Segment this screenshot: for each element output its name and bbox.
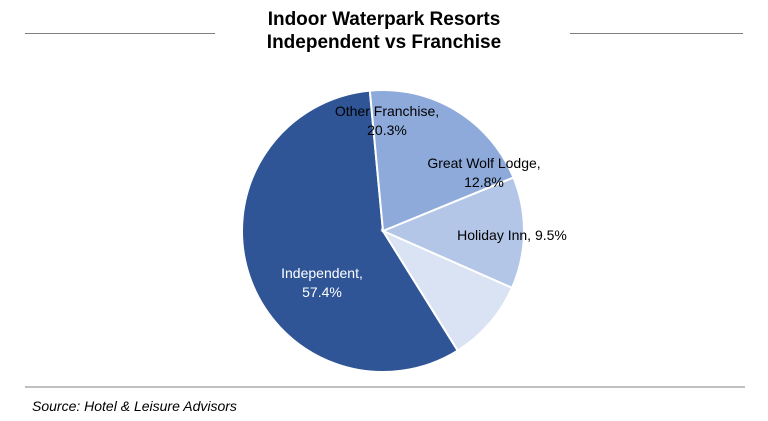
- source-divider: [25, 386, 745, 388]
- chart-title: Indoor Waterpark Resorts Independent vs …: [0, 8, 768, 54]
- chart-title-line-1: Indoor Waterpark Resorts: [267, 9, 501, 30]
- pie-slice-other-franchise: [368, 89, 515, 233]
- slice-label-other-franchise: Other Franchise, 20.3%: [335, 103, 439, 138]
- title-rule-right: [570, 33, 743, 34]
- pie-slice-independent: [241, 89, 460, 373]
- chart-title-line-2: Independent vs Franchise: [266, 32, 502, 53]
- slice-label-holiday-inn: Holiday Inn, 9.5%: [457, 227, 567, 243]
- slice-label-great-wolf-lodge: Great Wolf Lodge, 12.8%: [427, 155, 540, 190]
- pie-slice-holiday-inn: [380, 228, 514, 352]
- title-rule-left: [25, 33, 215, 34]
- source-note: Source: Hotel & Leisure Advisors: [32, 398, 237, 414]
- pie-slice-great-wolf-lodge: [380, 176, 525, 290]
- slice-label-independent: Independent, 57.4%: [281, 265, 363, 300]
